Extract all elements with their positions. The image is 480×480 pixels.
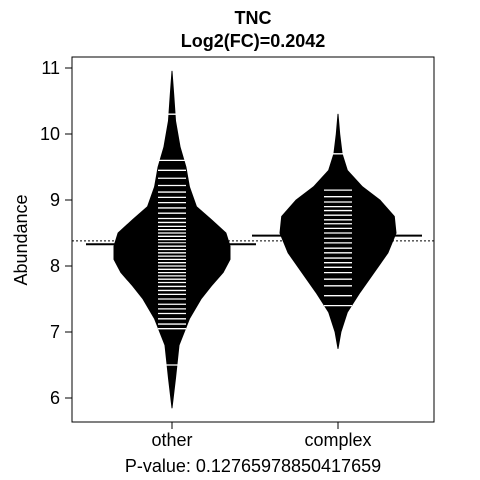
- chart-subtitle: Log2(FC)=0.2042: [181, 31, 326, 51]
- y-tick-label: 11: [41, 58, 60, 78]
- y-tick-label: 6: [50, 388, 60, 408]
- y-axis-label: Abundance: [11, 194, 31, 285]
- x-tick-label-complex: complex: [304, 430, 371, 450]
- y-tick-label: 8: [50, 256, 60, 276]
- y-tick-label: 10: [40, 124, 60, 144]
- chart-title: TNC: [235, 8, 272, 28]
- x-axis-label: P-value: 0.12765978850417659: [125, 456, 381, 476]
- y-tick-label: 9: [50, 190, 60, 210]
- x-tick-label-other: other: [151, 430, 192, 450]
- y-tick-label: 7: [50, 322, 60, 342]
- bean-layer: [113, 70, 397, 409]
- plot-frame: [71, 56, 435, 423]
- line-layer: [72, 113, 434, 366]
- axes-layer: other complex 6 7 8 9 10 11: [40, 58, 372, 450]
- bean-complex: [279, 113, 397, 349]
